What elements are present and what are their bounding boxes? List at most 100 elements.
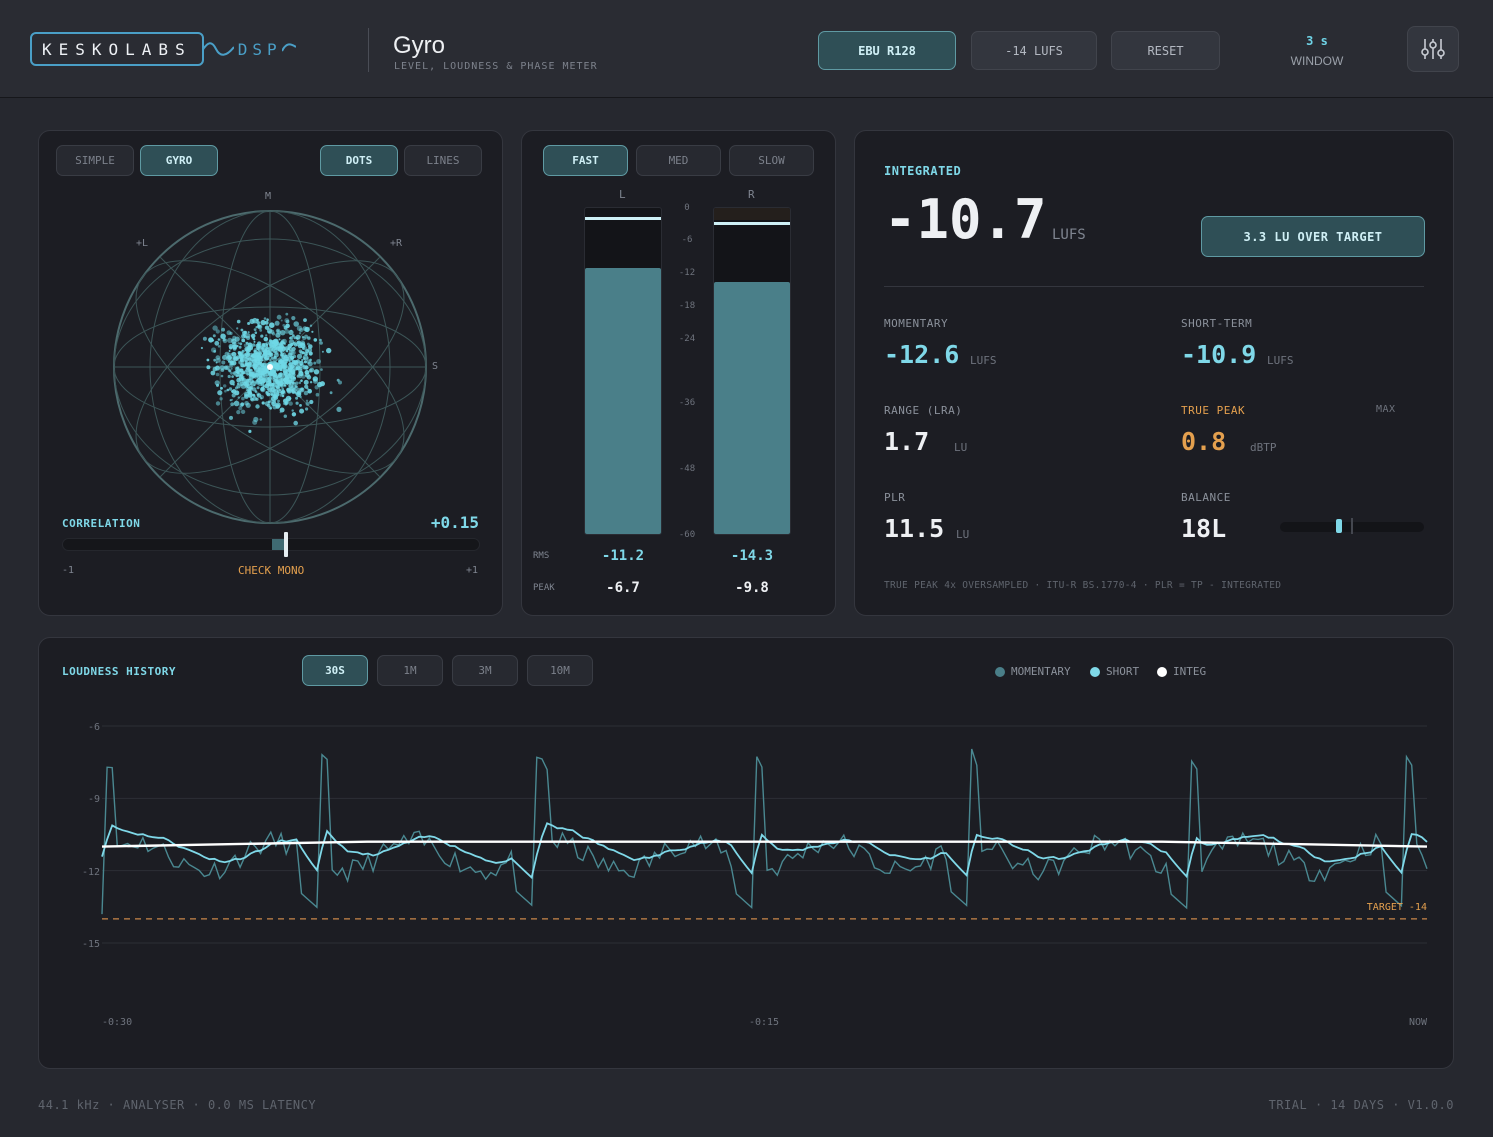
phase-dot bbox=[249, 318, 255, 324]
reset-button[interactable]: RESET bbox=[1111, 31, 1220, 70]
x-tick-mid: -0:15 bbox=[749, 1017, 779, 1028]
phase-dot bbox=[277, 399, 280, 403]
phase-dot bbox=[275, 392, 280, 397]
axis-l-label: +L bbox=[136, 238, 149, 249]
phase-dot bbox=[217, 338, 221, 341]
phase-dot bbox=[270, 393, 274, 396]
draw-lines-tab[interactable]: LINES bbox=[404, 145, 482, 176]
phase-dot bbox=[291, 316, 296, 321]
phase-dot bbox=[260, 363, 265, 367]
mode-gyro-tab[interactable]: GYRO bbox=[140, 145, 218, 176]
phase-dot bbox=[284, 371, 288, 376]
phase-dot bbox=[305, 353, 308, 356]
balance-value: 18L bbox=[1181, 514, 1227, 543]
scale-60: -60 bbox=[678, 530, 696, 540]
phase-dot bbox=[326, 347, 332, 354]
phase-dot bbox=[290, 357, 294, 361]
meter-left-fill bbox=[585, 268, 661, 534]
phase-dot bbox=[280, 319, 283, 322]
phase-dot bbox=[244, 384, 249, 388]
phase-dot bbox=[229, 379, 235, 386]
phase-dot bbox=[314, 385, 319, 390]
history-title: LOUDNESS HISTORY bbox=[62, 665, 176, 678]
phase-dot bbox=[282, 382, 286, 386]
window-value[interactable]: 3 s bbox=[1306, 34, 1328, 48]
phase-dot bbox=[241, 349, 245, 353]
phase-dot bbox=[301, 358, 304, 362]
balance-meter bbox=[1280, 518, 1424, 534]
phase-dot bbox=[268, 379, 272, 383]
phase-dot bbox=[237, 351, 241, 355]
phase-dot bbox=[255, 404, 260, 409]
momentary-label: MOMENTARY bbox=[884, 317, 949, 330]
peak-label: PEAK bbox=[533, 583, 555, 593]
phase-dot bbox=[295, 334, 301, 340]
phase-dot bbox=[234, 390, 240, 396]
phase-dot bbox=[301, 351, 305, 355]
phase-dot bbox=[228, 350, 231, 352]
scale-18: -18 bbox=[678, 301, 696, 311]
phase-dot bbox=[256, 386, 260, 390]
phase-dot bbox=[320, 368, 323, 371]
phase-dot bbox=[265, 347, 270, 353]
phase-dot bbox=[252, 387, 257, 392]
phase-dot bbox=[244, 394, 249, 399]
phase-dot bbox=[266, 403, 271, 408]
correlation-fill bbox=[272, 539, 286, 550]
phase-dot bbox=[248, 390, 253, 395]
phase-dot bbox=[285, 323, 290, 329]
range-1m-tab[interactable]: 1M bbox=[377, 655, 443, 686]
phase-dot bbox=[304, 370, 310, 375]
phase-dot bbox=[281, 389, 286, 394]
phase-dot bbox=[243, 343, 248, 348]
phase-dot bbox=[265, 341, 269, 345]
speed-med-tab[interactable]: MED bbox=[636, 145, 721, 176]
phase-dot bbox=[215, 401, 221, 406]
phase-dot bbox=[213, 350, 217, 353]
history-grid bbox=[102, 725, 1427, 944]
phase-dot bbox=[293, 336, 297, 340]
range-30s-tab[interactable]: 30S bbox=[302, 655, 368, 686]
range-3m-tab[interactable]: 3M bbox=[452, 655, 518, 686]
draw-dots-tab[interactable]: DOTS bbox=[320, 145, 398, 176]
phase-dot bbox=[290, 369, 296, 375]
phase-dot bbox=[276, 314, 282, 320]
phase-dot bbox=[211, 339, 215, 342]
phase-dot bbox=[232, 335, 237, 340]
axis-s-label: S bbox=[432, 361, 439, 372]
momentary-series-line bbox=[101, 748, 1428, 915]
phase-dot bbox=[259, 418, 263, 421]
phase-dot bbox=[291, 381, 295, 385]
settings-button[interactable] bbox=[1407, 26, 1459, 72]
rms-label: RMS bbox=[533, 551, 550, 561]
phase-dot bbox=[289, 376, 293, 380]
mode-simple-tab[interactable]: SIMPLE bbox=[56, 145, 134, 176]
shortterm-value: -10.9 bbox=[1181, 340, 1257, 369]
phase-dot bbox=[238, 345, 242, 349]
phase-dot bbox=[234, 386, 238, 390]
short-series-line bbox=[101, 822, 1428, 880]
integ-series-line bbox=[101, 840, 1428, 848]
target-lufs-button[interactable]: -14 LUFS bbox=[971, 31, 1097, 70]
integrated-label: INTEGRATED bbox=[884, 164, 962, 178]
check-mono-link[interactable]: CHECK MONO bbox=[238, 564, 305, 577]
loudness-footnote: TRUE PEAK 4x OVERSAMPLED · ITU-R BS.1770… bbox=[884, 580, 1282, 591]
ebu-r128-button[interactable]: EBU R128 bbox=[818, 31, 956, 70]
phase-dot bbox=[231, 390, 234, 393]
phase-dot bbox=[242, 378, 245, 381]
phase-dot bbox=[264, 325, 270, 330]
phase-dot bbox=[244, 347, 250, 353]
speed-fast-tab[interactable]: FAST bbox=[543, 145, 628, 176]
phase-dot bbox=[244, 362, 250, 367]
phase-dot bbox=[313, 369, 320, 375]
phase-dot bbox=[241, 364, 245, 368]
axis-m-label: M bbox=[265, 191, 272, 202]
range-10m-tab[interactable]: 10M bbox=[527, 655, 593, 686]
correlation-max: +1 bbox=[466, 565, 479, 576]
speed-slow-tab[interactable]: SLOW bbox=[729, 145, 814, 176]
x-tick-end: NOW bbox=[1409, 1017, 1428, 1028]
phase-dot bbox=[296, 374, 300, 378]
phase-dot bbox=[304, 326, 310, 333]
phase-dot bbox=[261, 364, 265, 368]
phase-dot bbox=[293, 360, 297, 364]
